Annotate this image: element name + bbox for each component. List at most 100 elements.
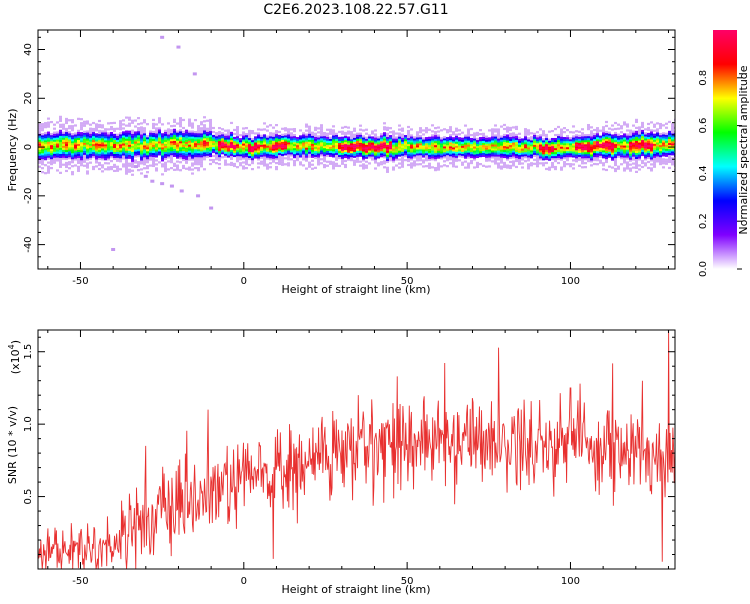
- spectrogram-cell: [350, 145, 353, 148]
- spectrogram-cell: [164, 153, 167, 156]
- spectrogram-cell: [479, 153, 482, 156]
- spectrogram-cell: [422, 149, 425, 152]
- spectrogram-cell: [281, 133, 284, 136]
- spectrogram-cell: [71, 151, 74, 154]
- spectrogram-cell: [413, 146, 416, 149]
- spectrogram-cell: [386, 146, 389, 149]
- spectrogram-cell: [239, 144, 242, 147]
- spectrogram-cell: [53, 149, 56, 152]
- spectrogram-cell: [209, 132, 212, 136]
- spectrogram-cell: [650, 137, 653, 140]
- spectrogram-cell: [506, 144, 509, 147]
- spectrogram-cell: [347, 156, 350, 159]
- spectrogram-cell: [362, 167, 365, 170]
- spectrogram-cell: [647, 136, 650, 140]
- spectrogram-cell: [218, 146, 221, 150]
- spectrogram-cell: [590, 140, 593, 143]
- spectrogram-cell: [557, 141, 560, 145]
- spectrogram-cell: [539, 140, 542, 143]
- spectrogram-cell: [437, 166, 440, 169]
- spectrogram-cell: [554, 137, 557, 141]
- spectrogram-cell: [404, 159, 407, 162]
- spectrogram-cell: [179, 143, 182, 146]
- spectrogram-cell: [344, 133, 347, 137]
- spectrogram-cell: [479, 147, 482, 150]
- spectrogram-cell: [134, 137, 137, 140]
- spectrogram-cell: [668, 146, 671, 150]
- spectrogram-cell: [410, 128, 413, 131]
- spectrogram-cell: [527, 143, 530, 146]
- spectrogram-cell: [128, 124, 131, 127]
- spectrogram-cell: [50, 148, 53, 152]
- spectrogram-cell: [566, 135, 569, 138]
- spectrogram-cell: [569, 137, 572, 140]
- spectrogram-cell: [506, 164, 509, 167]
- spectrogram-cell: [497, 150, 500, 153]
- spectrogram-cell: [665, 146, 668, 149]
- spectrogram-cell: [305, 149, 308, 152]
- spectrogram-cell: [182, 158, 185, 162]
- spectrogram-cell: [419, 163, 422, 166]
- spectrogram-cell: [377, 140, 380, 143]
- spectrogram-cell: [266, 137, 269, 140]
- spectrogram-cell: [113, 155, 116, 159]
- spectrogram-cell: [209, 134, 212, 138]
- spectrogram-cell: [188, 120, 191, 123]
- spectrogram-cell: [251, 159, 254, 163]
- spectrogram-cell: [65, 143, 68, 147]
- spectrogram-cell: [581, 140, 584, 143]
- spectrogram-cell: [635, 156, 638, 160]
- spectrogram-cell: [455, 149, 458, 152]
- spectrogram-cell: [635, 118, 638, 122]
- spectrogram-cell: [443, 144, 446, 147]
- spectrogram-cell: [386, 160, 389, 163]
- spectrogram-cell: [62, 151, 65, 154]
- spectrogram-cell: [329, 136, 332, 139]
- spectrogram-cell: [497, 132, 500, 135]
- spectrogram-cell: [107, 146, 110, 149]
- spectrogram-cell: [275, 143, 278, 147]
- spectrogram-cell: [356, 154, 359, 157]
- spectrogram-cell: [359, 150, 362, 153]
- spectrogram-cell: [320, 150, 323, 153]
- spectrogram-cell: [185, 139, 188, 142]
- spectrogram-cell: [638, 150, 641, 153]
- spectrogram-cell: [650, 141, 653, 144]
- spectrogram-cell: [539, 154, 542, 157]
- spectrogram-cell: [194, 132, 197, 136]
- spectrogram-cell: [467, 154, 470, 157]
- spectrogram-cell: [212, 158, 215, 162]
- spectrogram-cell: [545, 167, 548, 171]
- spectrogram-cell: [215, 146, 218, 149]
- spectrogram-cell: [590, 126, 593, 129]
- spectrogram-cell: [467, 148, 470, 151]
- spectrogram-cell: [464, 152, 467, 155]
- spectrogram-cell: [416, 135, 419, 138]
- spectrogram-cell: [194, 166, 197, 170]
- spectrogram-cell: [647, 140, 650, 144]
- spectrogram-cell: [395, 136, 398, 139]
- spectrogram-cell: [80, 118, 83, 121]
- spectrogram-cell: [524, 134, 527, 137]
- spectrogram-cell: [170, 131, 173, 134]
- spectrogram-cell: [86, 162, 89, 165]
- spectrogram-cell: [470, 137, 473, 141]
- spectrogram-cell: [98, 153, 101, 157]
- spectrogram-cell: [314, 150, 317, 153]
- spectrogram-cell: [206, 143, 209, 146]
- spectrogram-cell: [92, 165, 95, 169]
- spectrogram-cell: [299, 151, 302, 154]
- spectrogram-cell: [134, 151, 137, 154]
- spectrogram-cell: [476, 133, 479, 137]
- spectrogram-cell: [557, 135, 560, 139]
- spectrogram-cell: [512, 140, 515, 143]
- spectrogram-cell: [467, 132, 470, 135]
- spectrogram-cell: [206, 129, 209, 132]
- spectrogram-cell: [527, 145, 530, 148]
- spectrogram-cell: [56, 155, 59, 158]
- snr-x-label: Height of straight line (km): [281, 583, 430, 596]
- spectrogram-cell: [179, 131, 182, 134]
- spectrogram-cell: [605, 136, 608, 140]
- spectrogram-cell: [638, 144, 641, 147]
- spectrogram-cell: [596, 145, 599, 148]
